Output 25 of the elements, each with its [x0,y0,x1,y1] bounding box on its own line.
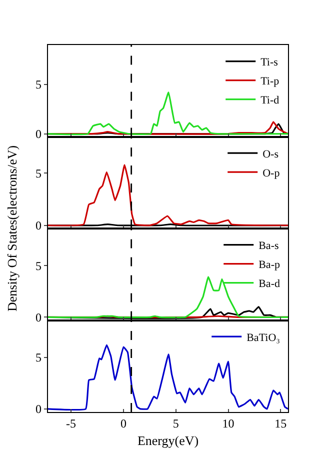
y-tick-label: 5 [36,166,42,180]
legend-label: Ti-d [260,94,280,107]
x-tick-label: -5 [66,416,76,430]
y-tick-label: 0 [36,126,42,141]
legend-label: O-s [262,148,278,160]
y-axis-title: Density Of States(electrons/eV) [4,145,20,312]
legend-label: Ti-s [260,56,278,69]
y-tick-label: 0 [36,402,42,416]
x-tick-label: 10 [222,416,234,430]
x-tick-label: 15 [274,416,287,430]
line-series [48,344,288,411]
y-tick-label: 5 [36,258,42,273]
legend-label: BaTiO₃ [246,332,280,344]
x-tick-label: 0 [120,416,126,430]
y-tick-label: 5 [36,78,42,92]
y-tick-label: 0 [36,218,42,233]
legend-label: Ba-p [258,259,280,272]
x-tick-label: 5 [172,416,179,430]
legend-label: Ti-p [260,76,280,88]
legend-label: Ba-d [258,278,280,290]
y-tick-label: 5 [36,350,42,365]
y-tick-label: 0 [36,310,42,324]
legend-label: O-p [262,167,280,180]
x-axis-title: Energy(eV) [137,433,199,448]
legend-label: Ba-s [258,240,279,252]
